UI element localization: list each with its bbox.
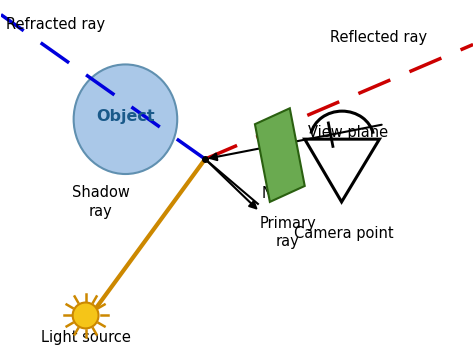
Text: Light source: Light source (41, 330, 130, 346)
Polygon shape (255, 108, 305, 202)
Text: Refracted ray: Refracted ray (6, 17, 105, 32)
Text: Shadow
ray: Shadow ray (72, 185, 129, 219)
Circle shape (73, 303, 99, 329)
Text: Camera point: Camera point (294, 226, 393, 241)
Text: N: N (262, 187, 273, 201)
Text: Object: Object (96, 109, 155, 124)
Text: Primary
ray: Primary ray (259, 216, 316, 250)
Ellipse shape (73, 64, 177, 174)
Text: Reflected ray: Reflected ray (329, 29, 427, 45)
Text: View plane: View plane (308, 125, 388, 140)
